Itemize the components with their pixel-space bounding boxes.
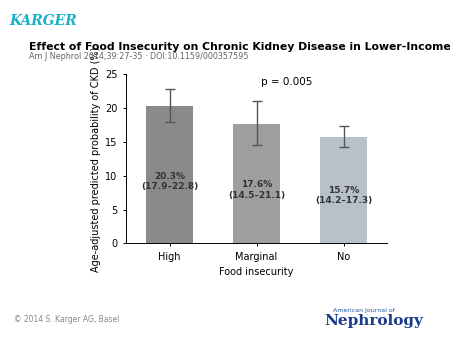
X-axis label: Food insecurity: Food insecurity	[219, 267, 294, 277]
Bar	[320, 137, 368, 243]
Text: Am J Nephrol 2014;39:27-35 · DOI:10.1159/000357595: Am J Nephrol 2014;39:27-35 · DOI:10.1159…	[29, 52, 249, 62]
Text: p = 0.005: p = 0.005	[261, 77, 312, 88]
Bar	[145, 106, 194, 243]
Text: KARGER: KARGER	[9, 14, 77, 27]
Text: © 2014 S. Karger AG, Basel: © 2014 S. Karger AG, Basel	[14, 315, 119, 324]
Bar	[233, 124, 280, 243]
Text: 20.3%
(17.9–22.8): 20.3% (17.9–22.8)	[141, 172, 198, 191]
Y-axis label: Age-adjusted predicted probability of CKD (%): Age-adjusted predicted probability of CK…	[91, 46, 101, 271]
Text: 15.7%
(14.2–17.3): 15.7% (14.2–17.3)	[315, 186, 372, 205]
Text: American Journal of: American Journal of	[333, 308, 395, 313]
Text: 17.6%
(14.5–21.1): 17.6% (14.5–21.1)	[228, 180, 285, 199]
Text: Effect of Food Insecurity on Chronic Kidney Disease in Lower-Income Americans: Effect of Food Insecurity on Chronic Kid…	[29, 42, 450, 52]
Text: Nephrology: Nephrology	[324, 314, 423, 328]
